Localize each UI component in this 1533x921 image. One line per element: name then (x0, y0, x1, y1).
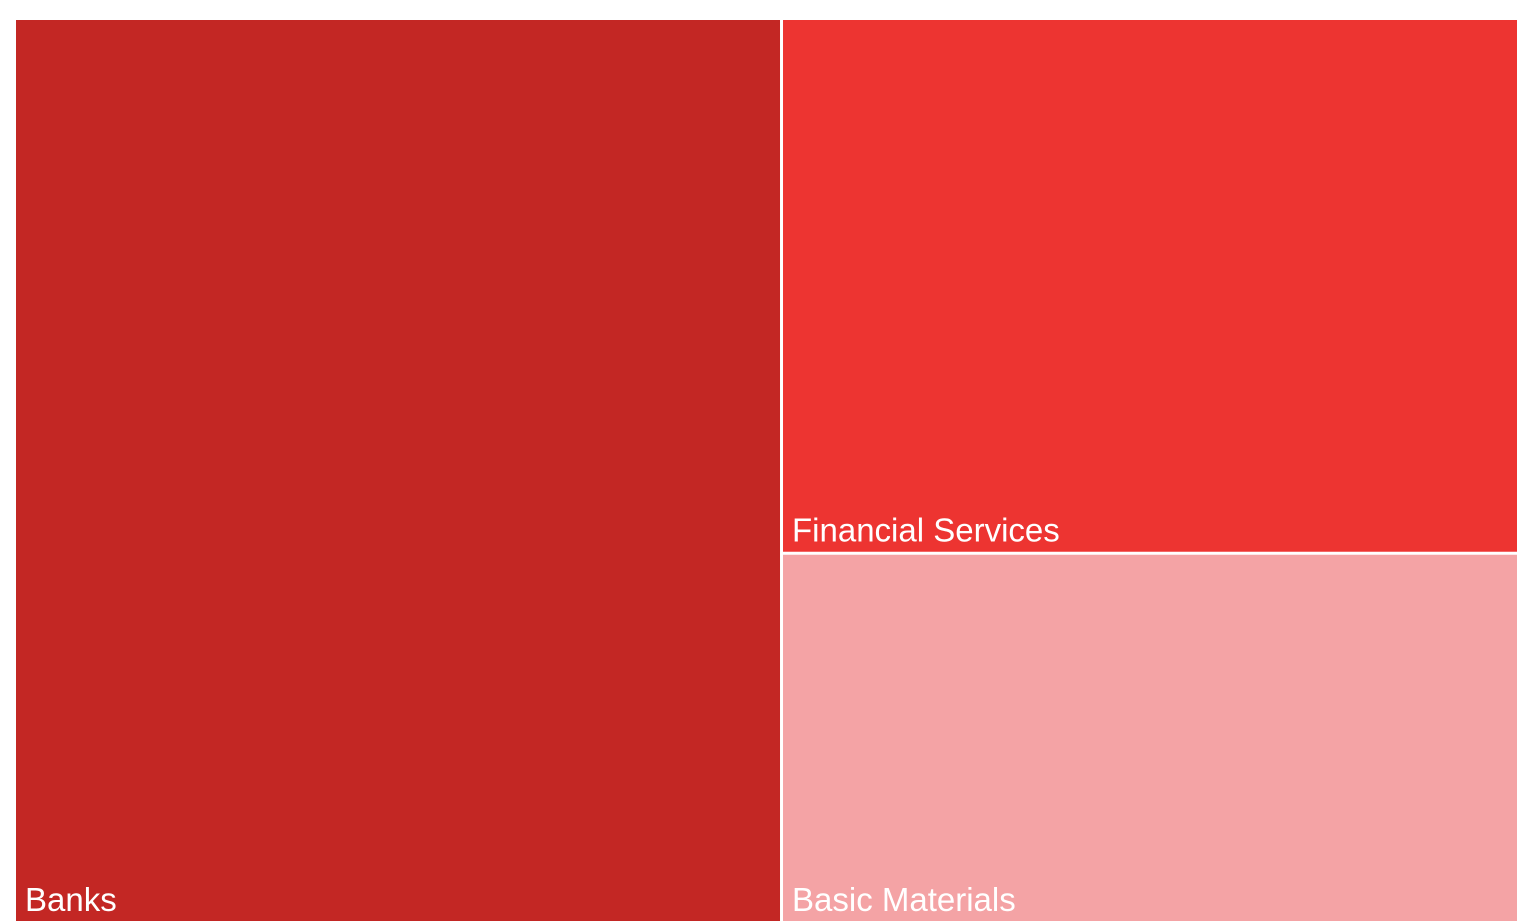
treemap-cell (783, 554, 1517, 921)
cell-label: Basic Materials (792, 881, 1016, 918)
cell-label: Financial Services (792, 512, 1060, 549)
cell-label: Banks (25, 881, 117, 918)
treemap-cell (783, 20, 1517, 552)
treemap-cell (16, 20, 781, 921)
